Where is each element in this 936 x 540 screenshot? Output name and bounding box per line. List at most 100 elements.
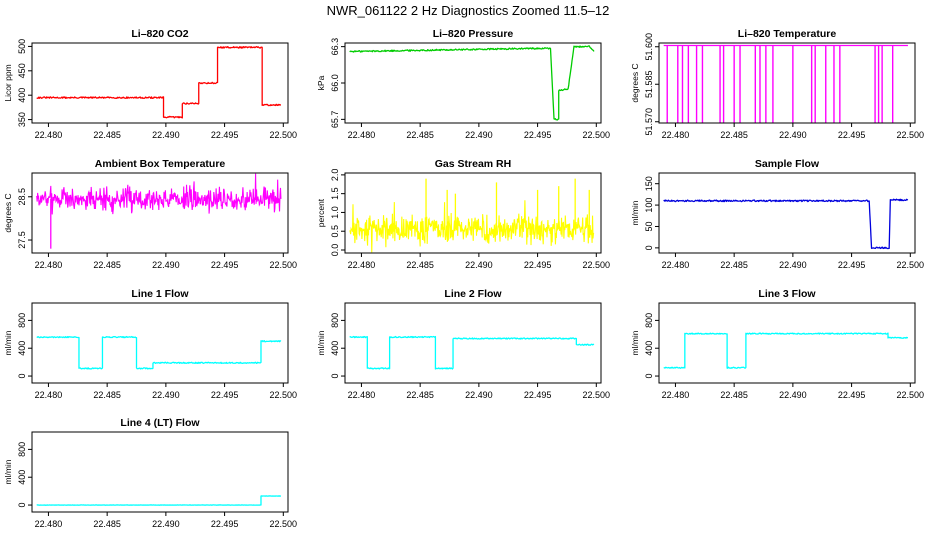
x-tick-label: 22.485 [720, 130, 748, 140]
x-tick-label: 22.490 [465, 390, 493, 400]
series-line [663, 198, 909, 250]
y-tick-label: 0 [330, 374, 340, 379]
y-tick-label: 0 [644, 374, 654, 379]
y-tick-label: 0.5 [330, 225, 340, 238]
y-axis-label: kPa [316, 75, 326, 90]
x-tick-label: 22.500 [270, 519, 298, 529]
x-tick-label: 22.490 [779, 260, 807, 270]
panel-title: Line 1 Flow [131, 288, 189, 300]
x-tick-label: 22.500 [270, 390, 298, 400]
y-axis-label: degrees C [630, 63, 640, 102]
panel-2: Li–820 Pressure 22.480 22.485 22.490 22.495 2… [316, 28, 610, 140]
y-tick-label: 27.5 [17, 231, 27, 249]
y-tick-label: 65.7 [330, 111, 340, 129]
y-tick-label: 51.585 [644, 70, 654, 98]
y-tick-label: 500 [17, 39, 27, 54]
y-tick-label: 0 [17, 374, 27, 379]
plot-frame [31, 431, 289, 513]
y-axis-label: ml/min [630, 330, 640, 355]
y-axis-label: percent [316, 198, 326, 227]
x-tick-label: 22.490 [152, 130, 180, 140]
y-tick-label: 50 [644, 221, 654, 231]
series-line [349, 45, 595, 121]
x-tick-label: 22.485 [720, 260, 748, 270]
x-tick-label: 22.500 [583, 260, 611, 270]
panel-title: Line 3 Flow [758, 288, 816, 300]
x-tick-label: 22.490 [152, 519, 180, 529]
y-tick-label: 800 [17, 313, 27, 328]
panel-6: Sample Flow 22.480 22.485 22.490 22.495 22.50… [630, 158, 924, 270]
y-tick-label: 400 [644, 341, 654, 356]
x-tick-label: 22.490 [152, 260, 180, 270]
x-tick-label: 22.480 [348, 390, 376, 400]
x-tick-label: 22.480 [662, 130, 690, 140]
x-tick-label: 22.485 [406, 130, 434, 140]
x-tick-label: 22.485 [720, 390, 748, 400]
series-line [663, 332, 909, 369]
y-tick-label: 66.3 [330, 38, 340, 56]
panel-title: Li–820 Pressure [433, 28, 514, 40]
panel-5: Gas Stream RH 22.480 22.485 22.490 22.495 22.… [316, 158, 610, 270]
panel-7: Line 1 Flow 22.480 22.485 22.490 22.495 22.50… [3, 288, 297, 400]
y-tick-label: 66.0 [330, 74, 340, 92]
panel-8: Line 2 Flow 22.480 22.485 22.490 22.495 22.50… [316, 288, 610, 400]
y-axis-label: degrees C [3, 193, 13, 232]
plot-frame [344, 172, 602, 254]
x-tick-label: 22.480 [35, 390, 63, 400]
y-tick-label: 100 [644, 198, 654, 213]
panel-9: Line 3 Flow 22.480 22.485 22.490 22.495 22.50… [630, 288, 924, 400]
x-tick-label: 22.495 [838, 130, 866, 140]
data-layer [36, 46, 281, 119]
panel-title: Li–820 Temperature [738, 28, 837, 40]
y-tick-label: 1.0 [330, 206, 340, 219]
series-line [349, 335, 595, 370]
x-tick-label: 22.490 [465, 260, 493, 270]
y-tick-label: 2.0 [330, 169, 340, 182]
x-tick-label: 22.480 [35, 130, 63, 140]
plot-frame [31, 302, 289, 384]
x-tick-label: 22.485 [93, 130, 121, 140]
x-tick-label: 22.500 [897, 130, 925, 140]
panel-title: Li–820 CO2 [131, 28, 188, 40]
y-tick-label: 28.5 [17, 188, 27, 206]
data-layer [36, 173, 282, 249]
y-tick-label: 400 [17, 88, 27, 103]
y-axis-label: ml/min [3, 330, 13, 355]
x-tick-label: 22.480 [348, 260, 376, 270]
panel-4: Ambient Box Temperature 22.480 22.485 22.49… [3, 158, 297, 270]
panel-title: Line 2 Flow [444, 288, 502, 300]
data-layer [349, 178, 595, 253]
plot-frame [344, 42, 602, 124]
x-tick-label: 22.500 [270, 260, 298, 270]
x-tick-label: 22.480 [348, 130, 376, 140]
x-tick-label: 22.495 [211, 390, 239, 400]
y-tick-label: 800 [17, 442, 27, 457]
y-tick-label: 350 [17, 112, 27, 127]
page-title: NWR_061122 2 Hz Diagnostics Zoomed 11.5–… [327, 3, 610, 18]
y-axis-label: ml/min [316, 330, 326, 355]
x-tick-label: 22.485 [93, 260, 121, 270]
y-tick-label: 400 [330, 341, 340, 356]
panel-1: Li–820 CO2 22.480 22.485 22.490 22.495 22.500… [3, 28, 297, 140]
x-tick-label: 22.500 [583, 390, 611, 400]
x-tick-label: 22.500 [897, 260, 925, 270]
data-layer [663, 332, 909, 369]
y-tick-label: 0 [17, 503, 27, 508]
data-layer [36, 335, 282, 370]
plot-frame [344, 302, 602, 384]
y-axis-label: Licor ppm [3, 64, 13, 101]
data-layer [349, 45, 595, 121]
x-tick-label: 22.495 [838, 390, 866, 400]
x-tick-label: 22.485 [406, 390, 434, 400]
panel-title: Ambient Box Temperature [95, 158, 226, 170]
x-tick-label: 22.500 [270, 130, 298, 140]
x-tick-label: 22.490 [779, 390, 807, 400]
data-layer [349, 335, 595, 370]
y-tick-label: 450 [17, 63, 27, 78]
data-layer [36, 495, 281, 506]
x-tick-label: 22.485 [93, 519, 121, 529]
y-tick-label: 150 [644, 176, 654, 191]
plot-frame [658, 42, 916, 124]
series-line [36, 173, 282, 215]
series-line [36, 46, 281, 119]
